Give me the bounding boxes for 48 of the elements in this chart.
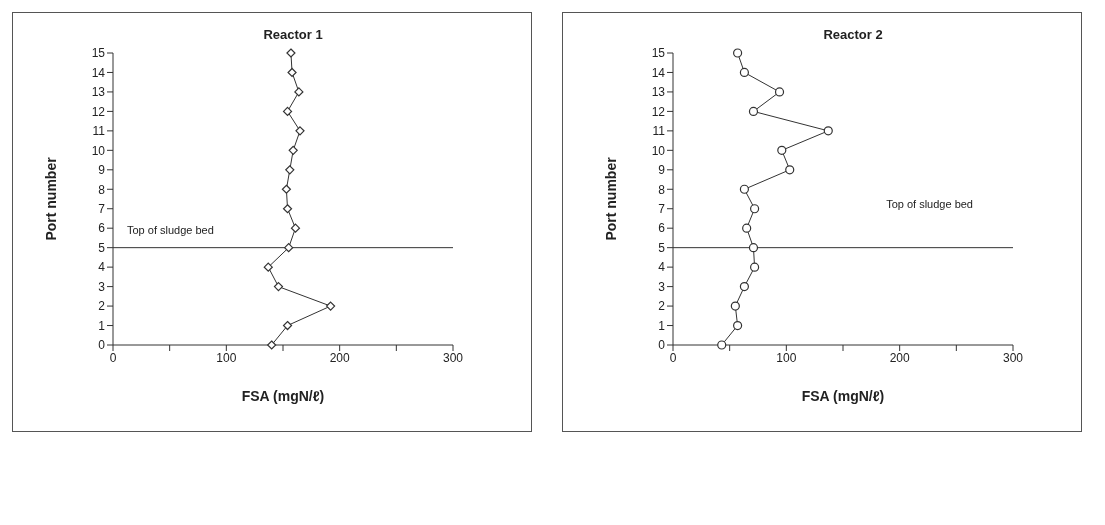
y-tick-label: 5 bbox=[98, 240, 106, 255]
y-tick-label: 14 bbox=[651, 65, 666, 80]
x-tick-label: 0 bbox=[669, 350, 677, 365]
y-tick-label: 0 bbox=[98, 338, 106, 353]
y-tick-label: 2 bbox=[658, 299, 666, 314]
x-tick-label: 100 bbox=[216, 350, 237, 365]
y-tick-label: 15 bbox=[91, 46, 106, 61]
y-tick-label: 6 bbox=[98, 221, 106, 236]
y-tick-label: 5 bbox=[658, 240, 666, 255]
y-tick-label: 10 bbox=[651, 143, 666, 158]
y-tick-label: 13 bbox=[651, 85, 666, 100]
y-axis-title: Port number bbox=[602, 156, 619, 241]
y-tick-label: 14 bbox=[91, 65, 106, 80]
y-tick-label: 4 bbox=[658, 260, 666, 275]
y-tick-label: 2 bbox=[98, 299, 106, 314]
y-tick-label: 3 bbox=[98, 279, 106, 294]
y-tick-label: 9 bbox=[658, 163, 666, 178]
y-tick-label: 12 bbox=[651, 104, 666, 119]
chart-title: Reactor 2 bbox=[822, 27, 884, 42]
x-axis-title: FSA (mgN/ℓ) bbox=[241, 388, 325, 404]
y-tick-label: 15 bbox=[651, 46, 666, 61]
y-tick-label: 12 bbox=[91, 104, 106, 119]
ref-line-label: Top of sludge bed bbox=[886, 197, 973, 210]
y-tick-label: 4 bbox=[98, 260, 106, 275]
x-tick-label: 100 bbox=[776, 350, 797, 365]
ref-line-label: Top of sludge bed bbox=[127, 223, 214, 236]
y-tick-label: 10 bbox=[91, 143, 106, 158]
y-tick-label: 13 bbox=[91, 85, 106, 100]
y-tick-label: 8 bbox=[98, 182, 106, 197]
y-tick-label: 1 bbox=[658, 318, 666, 333]
x-tick-label: 200 bbox=[889, 350, 910, 365]
x-tick-label: 0 bbox=[109, 350, 117, 365]
y-tick-label: 1 bbox=[98, 318, 106, 333]
y-tick-label: 11 bbox=[92, 124, 106, 139]
y-tick-label: 6 bbox=[658, 221, 666, 236]
y-tick-label: 3 bbox=[658, 279, 666, 294]
y-tick-label: 7 bbox=[658, 201, 666, 216]
chart-title: Reactor 1 bbox=[262, 27, 324, 42]
y-tick-label: 0 bbox=[658, 338, 666, 353]
x-tick-label: 300 bbox=[1002, 350, 1024, 365]
x-axis-title: FSA (mgN/ℓ) bbox=[801, 388, 885, 404]
y-tick-label: 9 bbox=[98, 163, 106, 178]
y-tick-label: 7 bbox=[98, 201, 106, 216]
x-tick-label: 300 bbox=[442, 350, 464, 365]
x-tick-label: 200 bbox=[329, 350, 350, 365]
y-axis-title: Port number bbox=[42, 156, 59, 241]
y-tick-label: 8 bbox=[658, 182, 666, 197]
y-tick-label: 11 bbox=[652, 124, 666, 139]
